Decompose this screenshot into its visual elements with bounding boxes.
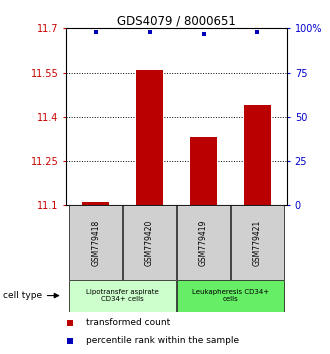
Bar [82,202,109,205]
Text: GSM779421: GSM779421 [253,219,262,266]
Point [255,29,260,35]
Text: Leukapheresis CD34+
cells: Leukapheresis CD34+ cells [192,289,269,302]
Point [68,338,73,343]
Text: percentile rank within the sample: percentile rank within the sample [86,336,239,345]
Text: Lipotransfer aspirate
CD34+ cells: Lipotransfer aspirate CD34+ cells [86,289,159,302]
Bar [69,205,122,280]
Text: transformed count: transformed count [86,318,170,327]
Point [93,29,98,35]
Bar [177,280,284,312]
Point [68,320,73,326]
Text: cell type: cell type [3,291,43,300]
Bar [244,105,271,205]
Bar [69,280,176,312]
Text: GSM779419: GSM779419 [199,219,208,266]
Bar [190,137,217,205]
Bar [177,205,230,280]
Text: GSM779420: GSM779420 [145,219,154,266]
Bar [136,70,163,205]
Title: GDS4079 / 8000651: GDS4079 / 8000651 [117,14,236,27]
Point [201,31,206,36]
Text: GSM779418: GSM779418 [91,219,100,266]
Bar [231,205,284,280]
Point [147,29,152,35]
Bar [123,205,176,280]
